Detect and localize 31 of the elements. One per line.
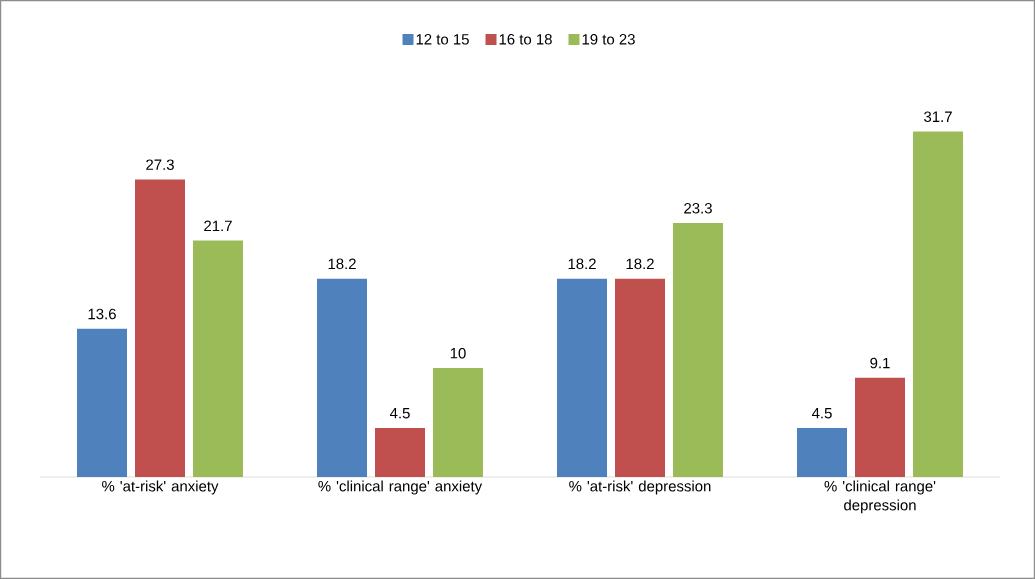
bar <box>673 223 724 477</box>
legend-label: 16 to 18 <box>499 34 552 45</box>
bar <box>557 278 608 477</box>
data-label: 23.3 <box>684 202 712 214</box>
x-tick-label: % 'at-risk' depression <box>569 480 711 495</box>
data-label: 4.5 <box>811 408 832 419</box>
bar <box>375 427 425 477</box>
data-label: 10 <box>450 347 466 359</box>
data-label: 13.6 <box>88 308 116 320</box>
bar <box>135 179 185 477</box>
data-label: 4.5 <box>389 408 410 419</box>
x-tick-label: % 'clinical range' anxiety <box>318 480 483 495</box>
data-label: 21.7 <box>204 220 232 231</box>
bar <box>433 368 483 477</box>
legend-label: 12 to 15 <box>416 34 469 45</box>
x-tick-label: % 'at-risk' anxiety <box>102 480 219 495</box>
data-label: 18.2 <box>328 258 356 270</box>
bar <box>913 131 964 477</box>
bar <box>193 240 243 477</box>
bar <box>77 328 127 477</box>
bar <box>797 427 848 477</box>
x-tick-label: % 'clinical range' depression <box>824 480 936 514</box>
bar <box>317 278 367 477</box>
data-label: 9.1 <box>870 357 890 369</box>
legend-label: 19 to 23 <box>582 34 635 45</box>
data-label: 27.3 <box>146 159 174 170</box>
data-label: 31.7 <box>924 111 952 123</box>
bar <box>855 377 906 477</box>
data-label: 18.2 <box>626 258 654 270</box>
bar <box>615 278 666 477</box>
data-label: 18.2 <box>568 258 596 270</box>
